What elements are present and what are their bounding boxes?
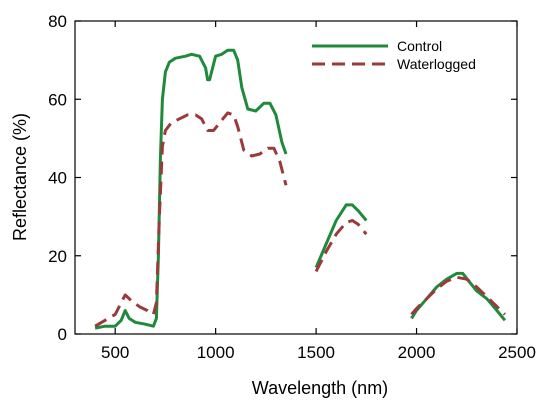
series-line-waterlogged [314, 219, 368, 273]
x-tick-label: 2500 [498, 343, 536, 362]
series-line-waterlogged [94, 111, 288, 328]
x-tick-label: 1500 [297, 343, 335, 362]
y-tick-label: 20 [48, 247, 67, 266]
y-tick-label: 0 [58, 325, 67, 344]
y-tick-label: 60 [48, 90, 67, 109]
series-line-control [410, 271, 507, 322]
series-line-control [314, 203, 368, 269]
series-line-waterlogged [410, 275, 506, 316]
legend-label-waterlogged: Waterlogged [397, 56, 476, 72]
x-tick-label: 2000 [398, 343, 436, 362]
x-axis-title: Wavelength (nm) [252, 378, 388, 398]
y-tick-label: 80 [48, 12, 67, 31]
x-tick-label: 1000 [197, 343, 235, 362]
y-axis-title: Reflectance (%) [10, 113, 30, 241]
legend-label-control: Control [397, 38, 442, 54]
plot-area: 500 1000 1500 2000 2500 0 20 40 60 80 [48, 12, 536, 362]
y-tick-label: 40 [48, 169, 67, 188]
legend: Control Waterlogged [312, 38, 476, 72]
x-tick-label: 500 [101, 343, 129, 362]
series-line-control [94, 48, 288, 330]
